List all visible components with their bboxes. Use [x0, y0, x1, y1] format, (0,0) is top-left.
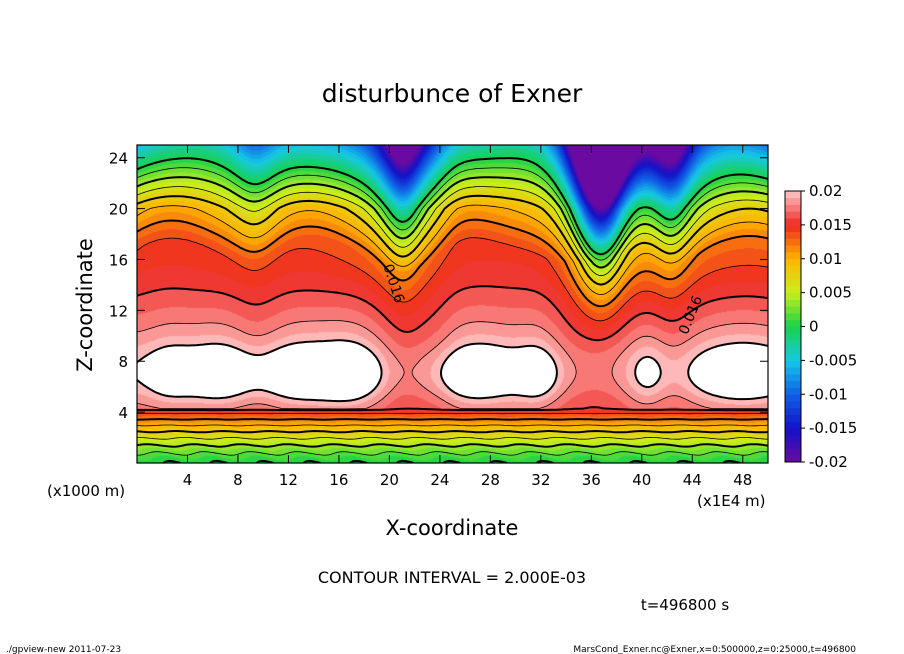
x-tick-label: 20: [380, 471, 399, 489]
contour-line: [137, 204, 768, 427]
colorbar-tick-label: 0.01: [809, 250, 842, 268]
x-tick-label: 16: [329, 471, 348, 489]
colorbar: [785, 191, 801, 463]
colorbar-bin: [785, 312, 801, 321]
x-tick-label: 44: [683, 471, 702, 489]
colorbar-tick-label: -0.015: [809, 419, 857, 437]
x-axis-label: X-coordinate: [386, 516, 519, 540]
x-unit-right: (x1E4 m): [697, 492, 766, 510]
contour-line: [137, 320, 768, 410]
colorbar-bin: [785, 387, 801, 395]
colorbar-bin: [785, 346, 801, 354]
x-tick-label: 12: [279, 471, 298, 489]
colorbar-bin: [785, 218, 801, 226]
plot-area: [137, 145, 768, 463]
colorbar-tick-label: 0: [809, 318, 819, 336]
colorbar-bin: [785, 380, 801, 388]
y-tick-label: 16: [109, 251, 128, 269]
contour-line: [137, 218, 768, 421]
x-tick-label: 32: [531, 471, 550, 489]
colorbar-bin: [785, 197, 801, 205]
x-tick-label: 40: [632, 471, 651, 489]
footer-left: ./gpview-new 2011-07-23: [6, 645, 121, 654]
y-tick-label: 4: [118, 404, 128, 422]
colorbar-bin: [785, 211, 801, 219]
colorbar-bin: [785, 455, 801, 463]
colorbar-bin: [785, 367, 801, 375]
contour-line: [137, 176, 768, 448]
colorbar-bin: [785, 428, 801, 436]
x-tick-label: 24: [430, 471, 449, 489]
x-tick-label: 8: [233, 471, 243, 489]
contour-line: [137, 285, 768, 412]
colorbar-tick-label: 0.015: [809, 216, 852, 234]
colorbar-bin: [785, 258, 801, 266]
contour-interval-text: CONTOUR INTERVAL = 2.000E-03: [318, 568, 586, 587]
contour-line: [137, 339, 768, 403]
colorbar-bin: [785, 353, 801, 361]
colorbar-bin: [785, 407, 801, 415]
y-tick-label: 12: [109, 302, 128, 320]
contour-line: [137, 186, 768, 440]
footer-right: MarsCond_Exner.nc@Exner,x=0:500000,z=0:2…: [573, 645, 856, 654]
contour-line: [137, 167, 768, 456]
colorbar-tick-label: -0.01: [809, 385, 848, 403]
colorbar-bin: [785, 231, 801, 239]
y-tick-label: 24: [109, 150, 128, 168]
colorbar-bin: [785, 292, 801, 300]
x-tick-label: 28: [481, 471, 500, 489]
colorbar-bin: [785, 245, 801, 253]
colorbar-bin: [785, 441, 801, 449]
colorbar-bin: [785, 306, 801, 314]
colorbar-tick-label: -0.005: [809, 351, 857, 369]
x-axis-ticks: 4 8 12 16 20 24 28 32 36 40 44 48: [183, 145, 752, 489]
colorbar-bin: [785, 414, 801, 422]
contour-line: [137, 194, 768, 434]
colorbar-bin: [785, 340, 801, 348]
colorbar-bin: [785, 421, 801, 429]
colorbar-bin: [785, 265, 801, 273]
colorbar-bin: [785, 401, 801, 409]
colorbar-bin: [785, 251, 801, 260]
contour-line: [137, 157, 768, 463]
x-unit-left: (x1000 m): [47, 482, 125, 500]
y-tick-label: 8: [118, 353, 128, 371]
colorbar-bin: [785, 299, 801, 307]
time-text: t=496800 s: [641, 596, 729, 614]
x-tick-label: 36: [582, 471, 601, 489]
colorbar-tick-label: 0.02: [809, 182, 842, 200]
y-tick-label: 20: [109, 201, 128, 219]
x-tick-label: 48: [733, 471, 752, 489]
colorbar-bin: [785, 238, 801, 246]
colorbar-bin: [785, 360, 801, 368]
colorbar-bin: [785, 373, 801, 382]
colorbar-tick-label: 0.005: [809, 284, 852, 302]
chart-title: disturbunce of Exner: [322, 79, 583, 108]
contour-line: [137, 237, 768, 415]
colorbar-ticks: 0.02 0.015 0.01 0.005 0 -0.005 -0.01 -0.015 -0.0…: [801, 182, 857, 471]
colorbar-bin: [785, 333, 801, 341]
y-axis-label: Z-coordinate: [73, 238, 97, 372]
colorbar-bin: [785, 326, 801, 334]
x-tick-label: 4: [183, 471, 193, 489]
colorbar-bin: [785, 285, 801, 294]
contour-lines: [137, 157, 768, 463]
y-axis-ticks: 4 8 12 16 20 24: [109, 150, 768, 422]
colorbar-bin: [785, 319, 801, 327]
colorbar-bin: [785, 272, 801, 280]
colorbar-bin: [785, 434, 801, 443]
colorbar-bin: [785, 224, 801, 233]
colorbar-bin: [785, 394, 801, 402]
colorbar-bin: [785, 191, 801, 199]
contour-field: [137, 145, 768, 463]
colorbar-tick-label: -0.02: [809, 453, 848, 471]
plot-frame: [136, 144, 769, 464]
colorbar-bin: [785, 204, 801, 212]
colorbar-bin: [785, 448, 801, 456]
colorbar-bin: [785, 279, 801, 287]
